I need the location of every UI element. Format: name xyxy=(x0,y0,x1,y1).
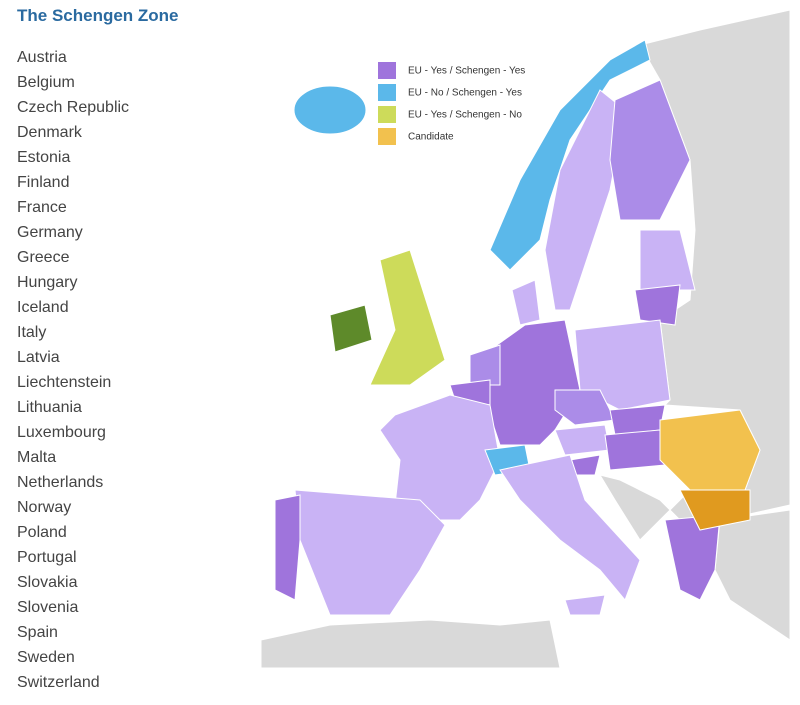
country-item: Poland xyxy=(17,524,67,541)
land-other xyxy=(260,9,791,669)
norway xyxy=(489,39,651,271)
country-list: Austria Belgium Czech Republic Denmark Eston… xyxy=(17,47,129,697)
france xyxy=(379,394,501,521)
lithuania xyxy=(634,284,681,326)
netherlands xyxy=(469,344,501,386)
sweden xyxy=(544,89,626,311)
iceland xyxy=(293,85,367,135)
finland xyxy=(609,79,691,221)
country-item: France xyxy=(17,199,67,216)
country-item: Latvia xyxy=(17,349,60,366)
legend-swatch xyxy=(378,106,396,123)
country-item: Hungary xyxy=(17,274,78,291)
country-item: Finland xyxy=(17,174,70,191)
italy xyxy=(499,454,641,601)
legend-label: Candidate xyxy=(408,132,454,143)
countries xyxy=(274,39,761,616)
legend-swatch xyxy=(378,84,396,101)
denmark xyxy=(511,279,541,326)
country-item: Greece xyxy=(17,249,70,266)
portugal xyxy=(274,494,301,601)
country-item: Denmark xyxy=(17,124,82,141)
poland xyxy=(574,319,671,411)
austria xyxy=(554,424,611,456)
legend-label: EU - No / Schengen - Yes xyxy=(408,88,522,99)
hungary xyxy=(604,429,666,471)
country-item: Spain xyxy=(17,624,58,641)
country-item: Norway xyxy=(17,499,72,516)
legend-label: EU - Yes / Schengen - No xyxy=(408,110,522,121)
title: The Schengen Zone xyxy=(17,6,179,25)
country-item: Austria xyxy=(17,49,67,66)
country-item: Italy xyxy=(17,324,47,341)
czech xyxy=(554,389,616,426)
country-item: Liechtenstein xyxy=(17,374,112,391)
country-item: Slovenia xyxy=(17,599,79,616)
ireland xyxy=(329,304,373,353)
baltics xyxy=(639,229,696,291)
country-item: Iceland xyxy=(17,299,69,316)
country-item: Estonia xyxy=(17,149,71,166)
country-item: Luxembourg xyxy=(17,424,106,441)
country-item: Lithuania xyxy=(17,399,82,416)
country-item: Germany xyxy=(17,224,83,241)
country-item: Malta xyxy=(17,449,57,466)
legend-swatch xyxy=(378,128,396,145)
legend-label: EU - Yes / Schengen - Yes xyxy=(408,66,525,77)
country-item: Sweden xyxy=(17,649,75,666)
country-item: Netherlands xyxy=(17,474,104,491)
spain xyxy=(294,489,446,616)
sicily xyxy=(564,594,606,616)
country-item: Slovakia xyxy=(17,574,78,591)
uk xyxy=(369,249,446,386)
country-item: Czech Republic xyxy=(17,99,130,116)
legend-swatch xyxy=(378,62,396,79)
bulgaria xyxy=(679,489,751,531)
country-item: Portugal xyxy=(17,549,77,566)
legend: EU - Yes / Schengen - Yes EU - No / Schen… xyxy=(378,62,525,145)
country-item: Belgium xyxy=(17,74,75,91)
country-item: Switzerland xyxy=(17,674,100,691)
